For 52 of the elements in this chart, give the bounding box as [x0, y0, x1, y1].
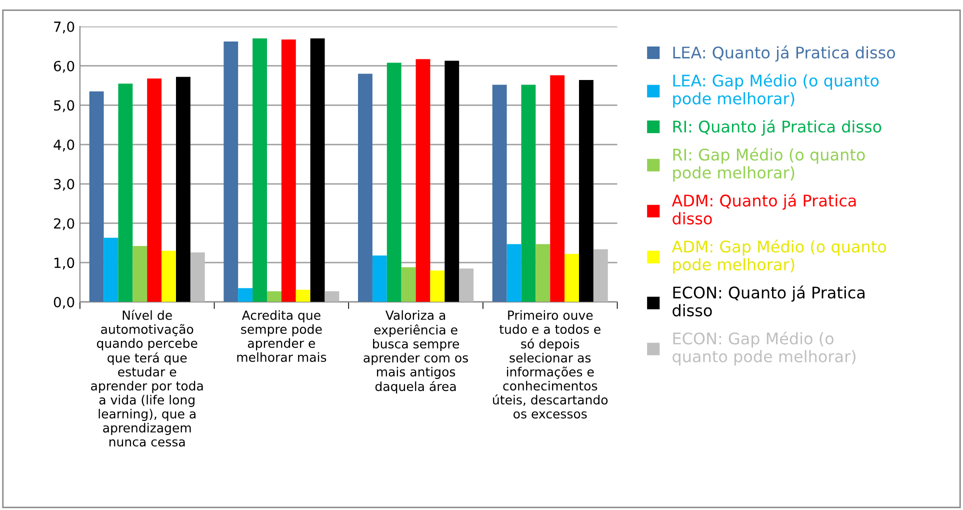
bar: [324, 291, 340, 302]
bar: [593, 249, 608, 302]
bar: [266, 291, 282, 302]
bar: [401, 267, 416, 302]
bar: [89, 91, 104, 302]
bar: [550, 75, 565, 302]
legend-label: ECON: Gap Médio (o quanto pode melhorar): [672, 332, 856, 366]
legend-label: ADM: Gap Médio (o quanto pode melhorar): [672, 240, 886, 274]
legend-label: LEA: Quanto já Pratica disso: [673, 46, 896, 62]
bar: [430, 270, 445, 302]
bar: [104, 238, 118, 302]
bar: [492, 84, 507, 302]
bar: [372, 255, 387, 302]
bar: [147, 78, 162, 302]
bar: [536, 244, 550, 302]
bar: [386, 62, 402, 302]
bar: [176, 76, 190, 302]
bar: [238, 288, 253, 302]
y-tick-label: 7,0: [54, 21, 74, 34]
y-tick-label: 0,0: [54, 296, 74, 309]
x-tick-label: Valoriza a experiência e busca sempre aprender com os mais antigos daquela área: [364, 310, 468, 394]
category-label: Nível de automotivação quando percebe que terá que estudar e aprender por toda a vida (life long learning), que a aprendizagem nunca cessa: [91, 310, 203, 447]
bar: [578, 80, 594, 302]
y-tick-label: 5,0: [54, 100, 74, 112]
legend-label: LEA: Gap Médio (o quanto pode melhorar): [673, 74, 879, 108]
y-tick-label: 6,0: [54, 60, 74, 73]
x-tick-label: Acredita que sempre pode aprender e melhorar mais: [237, 310, 326, 362]
bar: [444, 60, 460, 302]
legend-label: ADM: Quanto já Pratica disso: [672, 194, 856, 225]
bar: [296, 290, 310, 302]
legend-label: RI: Quanto já Pratica disso: [673, 120, 882, 136]
legend-label: ECON: Quanto já Pratica disso: [672, 286, 865, 316]
legend-label: RI: Gap Médio (o quanto pode melhorar): [673, 148, 865, 182]
bar: [252, 38, 267, 302]
y-tick-label: 3,0: [54, 178, 74, 191]
bar: [416, 59, 430, 302]
bar: [162, 250, 176, 302]
bar: [564, 254, 579, 302]
x-tick-label: Primeiro ouve tudo e a todos e só depois selecionar as informações e conhecimentos úteis, descartando os excessos: [493, 310, 608, 419]
bar: [190, 252, 205, 302]
y-tick-label: 1,0: [54, 258, 74, 270]
bar: [459, 268, 474, 302]
bar: [310, 38, 325, 302]
y-tick-label: 2,0: [54, 218, 74, 230]
bar: [521, 84, 536, 302]
bar: [132, 246, 148, 302]
bar: [224, 41, 238, 302]
y-tick-label: 4,0: [54, 140, 74, 152]
bar: [506, 244, 522, 302]
bar: [358, 74, 372, 302]
bar: [281, 40, 296, 302]
bar: [118, 84, 133, 302]
